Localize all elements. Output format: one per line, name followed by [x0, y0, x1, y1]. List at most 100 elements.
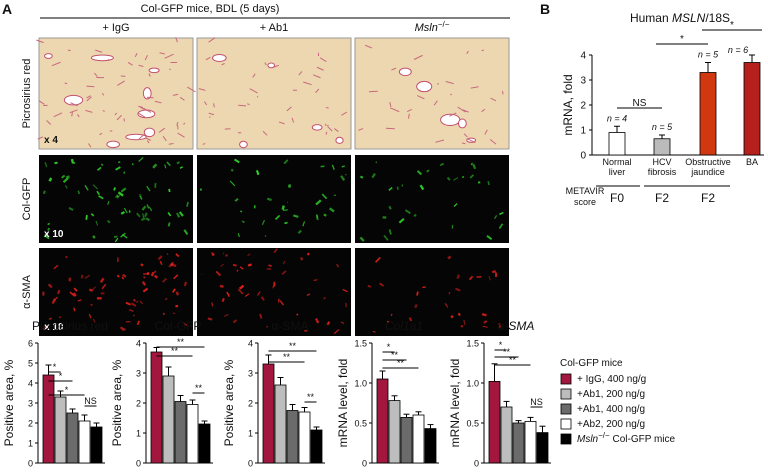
fiber	[185, 282, 186, 286]
fiber	[459, 313, 460, 316]
y-axis-label: mRNA level, fold	[336, 359, 350, 448]
x-tick-label: Normal	[602, 157, 631, 167]
fiber	[293, 215, 298, 217]
chart-title: Col-GFP	[155, 319, 202, 333]
y-tick-label: 1.5	[354, 339, 367, 349]
fiber	[260, 314, 261, 319]
significance-label: **	[195, 383, 203, 393]
bar	[187, 405, 198, 464]
fiber	[297, 314, 299, 315]
y-tick-label: 3	[136, 369, 141, 379]
n-label: n = 5	[652, 122, 673, 132]
significance-label: **	[177, 337, 185, 347]
fiber	[133, 315, 134, 316]
fiber	[238, 105, 246, 106]
fiber	[451, 316, 453, 318]
y-tick-label: 3	[580, 76, 586, 87]
legend-swatch	[561, 374, 571, 384]
text-part: Col-GFP mice	[610, 434, 676, 445]
fiber	[414, 214, 416, 216]
fiber	[307, 254, 309, 255]
fiber	[66, 177, 69, 178]
bar	[700, 73, 716, 156]
y-tick-label: 0	[136, 459, 141, 469]
fiber	[233, 265, 237, 266]
vessel	[91, 55, 113, 61]
bar	[654, 139, 670, 155]
bar	[401, 417, 412, 463]
micrograph	[197, 155, 351, 243]
text-part: /18S	[705, 11, 730, 25]
bar	[413, 415, 424, 463]
micrograph	[355, 248, 509, 336]
y-tick-label: 4	[580, 51, 586, 62]
vessel	[312, 125, 322, 131]
text-part: MSLN	[672, 11, 706, 25]
micrograph	[39, 38, 193, 149]
fiber	[141, 264, 143, 265]
significance-label: NS	[84, 396, 97, 406]
text-part: + Ab1	[260, 22, 288, 34]
fiber	[48, 223, 49, 224]
fiber	[448, 256, 451, 258]
vessel	[64, 95, 82, 105]
text-part: + IgG, 400 ng/g	[577, 374, 646, 385]
text-part: Msln	[577, 434, 599, 445]
y-tick-label: 2	[28, 419, 33, 429]
y-tick-label: 0.5	[354, 419, 367, 429]
fiber	[240, 211, 241, 212]
chart-title: Picrosirius red	[32, 319, 108, 333]
significance-label: *	[730, 20, 734, 31]
fiber	[86, 215, 87, 220]
significance-label: **	[307, 392, 315, 402]
bar	[744, 63, 760, 156]
magnification: x 4	[44, 135, 58, 146]
bar	[311, 430, 322, 463]
fiber	[373, 331, 376, 332]
bar	[67, 413, 78, 463]
metavir-label: score	[574, 197, 596, 207]
fiber	[482, 314, 486, 315]
y-tick-label: 1.0	[466, 379, 479, 389]
magnification: x 10	[44, 229, 64, 240]
significance-label: NS	[530, 397, 543, 407]
y-tick-label: 0	[248, 459, 253, 469]
fiber	[212, 302, 213, 306]
y-tick-label: 1	[248, 429, 253, 439]
fiber	[177, 292, 178, 295]
significance-label: *	[680, 34, 684, 45]
legend-label: +Ab1, 200 ng/g	[577, 389, 645, 400]
bar	[43, 375, 54, 463]
fiber	[267, 326, 268, 327]
y-axis-label: Positive area, %	[110, 359, 124, 446]
bar	[91, 427, 102, 463]
x-tick-label: HCV	[652, 157, 671, 167]
significance-label: **	[509, 355, 517, 365]
y-tick-label: 3	[28, 399, 33, 409]
text-part: Col1a1	[385, 319, 423, 333]
significance-label: **	[283, 352, 291, 362]
vessel	[458, 119, 466, 128]
vessel	[144, 128, 154, 136]
y-tick-label: 0.5	[466, 419, 479, 429]
fiber	[368, 286, 371, 287]
fiber	[301, 257, 302, 260]
fiber	[268, 265, 271, 266]
fiber	[167, 254, 168, 255]
significance-label: NS	[633, 98, 647, 109]
fiber	[201, 189, 202, 191]
y-tick-label: 1	[28, 439, 33, 449]
fiber	[237, 270, 238, 271]
fiber	[177, 162, 180, 163]
bar	[525, 421, 536, 463]
fiber	[325, 124, 326, 126]
vessel	[399, 68, 411, 75]
text-part: Human	[630, 11, 672, 25]
chart-title: Col1a1	[385, 319, 423, 333]
fiber	[458, 275, 459, 279]
column-header: + Ab1	[260, 22, 288, 34]
bar	[55, 397, 66, 463]
legend-label: Msln−/− Col-GFP mice	[577, 431, 676, 446]
text-part: Msln	[415, 22, 438, 34]
